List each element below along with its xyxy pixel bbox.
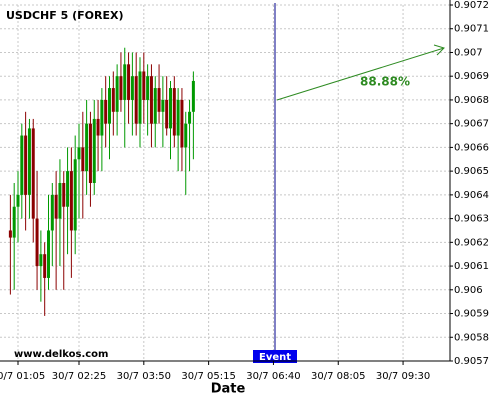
candle-body <box>123 64 127 100</box>
candle-body <box>47 230 50 278</box>
forecast-arrow <box>276 47 445 101</box>
y-tick-label: 0.9071 <box>454 24 489 35</box>
x-tick-label: 30/7 05:15 <box>181 371 235 382</box>
y-tick-label: 0.9072 <box>454 0 489 11</box>
candle-body <box>165 99 169 129</box>
y-tick-label: 0.9062 <box>454 237 489 248</box>
chart-title: USDCHF 5 (FOREX) <box>6 9 123 22</box>
candle-body <box>69 171 73 231</box>
candle-body <box>184 123 188 148</box>
candle-body <box>161 99 165 112</box>
candle-body <box>157 88 161 112</box>
y-tick-label: 0.9058 <box>454 332 489 343</box>
candle-body <box>39 254 43 267</box>
candle-body <box>108 88 111 124</box>
candle-body <box>8 230 12 238</box>
candle-body <box>58 183 62 219</box>
candle-body <box>16 194 20 207</box>
y-tick-label: 0.9067 <box>454 119 489 130</box>
annotation: 88.88% <box>360 75 410 89</box>
x-tick-label: 30/7 09:30 <box>376 371 430 382</box>
y-tick-label: 0.9059 <box>454 309 489 320</box>
candle-body <box>54 194 58 219</box>
candle-body <box>188 111 192 124</box>
candle-body <box>12 206 16 238</box>
candle-body <box>149 76 153 124</box>
candle-body <box>172 88 176 136</box>
candle-body <box>176 99 180 136</box>
y-tick-label: 0.9069 <box>454 71 489 82</box>
y-tick-label: 0.9068 <box>454 95 489 106</box>
candle-body <box>146 76 150 100</box>
x-tick-label: 30/7 01:05 <box>0 371 45 382</box>
x-tick-label: 30/7 08:05 <box>311 371 365 382</box>
candle-body <box>169 88 172 129</box>
x-axis-label: Date <box>211 382 246 397</box>
candle-body <box>180 99 184 148</box>
y-tick-label: 0.9064 <box>454 190 489 201</box>
x-tick-label: 30/7 03:50 <box>117 371 171 382</box>
candle-body <box>134 76 138 124</box>
candle-body <box>104 99 108 124</box>
candle-body <box>85 123 89 172</box>
x-tick-label: 30/7 02:25 <box>52 371 106 382</box>
candle-body <box>119 76 123 100</box>
watermark: www.delkos.com <box>14 349 108 360</box>
candle-body <box>88 123 92 183</box>
candle-body <box>35 218 39 267</box>
y-tick-label: 0.9063 <box>454 214 489 225</box>
candle-body <box>96 118 100 136</box>
y-tick-label: 0.9061 <box>454 261 489 272</box>
candle-body <box>138 71 142 124</box>
y-tick-label: 0.906 <box>454 285 483 296</box>
candle-body <box>31 128 35 219</box>
event-box <box>253 350 297 363</box>
candle-body <box>130 76 134 100</box>
y-tick-label: 0.907 <box>454 47 483 58</box>
candle-body <box>142 71 146 100</box>
candle-body <box>153 88 157 124</box>
candle-body <box>24 135 28 195</box>
candle-body <box>92 118 96 183</box>
candle-body <box>77 147 81 160</box>
candle-body <box>66 171 70 207</box>
candle-body <box>27 128 31 195</box>
candle-body <box>191 80 195 112</box>
arrow-head <box>433 44 445 56</box>
y-tick-label: 0.9065 <box>454 166 489 177</box>
candle-body <box>111 88 115 112</box>
candle-body <box>50 194 54 231</box>
y-tick-label: 0.9057 <box>454 356 489 367</box>
candle-body <box>100 99 104 136</box>
y-tick-label: 0.9066 <box>454 142 489 153</box>
candle-body <box>73 159 77 231</box>
candle-body <box>62 183 66 207</box>
candle-body <box>81 147 85 172</box>
candle-body <box>115 76 119 112</box>
candle-body <box>43 254 47 278</box>
event-label: Event <box>259 352 291 363</box>
candle-body <box>127 64 131 100</box>
candle-body <box>20 135 24 195</box>
x-tick-label: 30/7 06:40 <box>246 371 300 382</box>
